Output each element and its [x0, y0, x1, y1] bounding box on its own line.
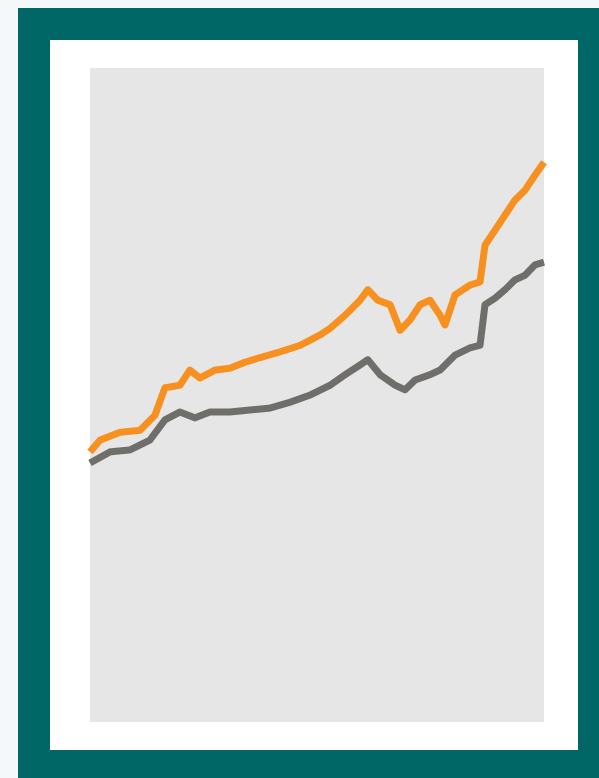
series-line	[88, 258, 545, 467]
series-line	[87, 160, 547, 455]
